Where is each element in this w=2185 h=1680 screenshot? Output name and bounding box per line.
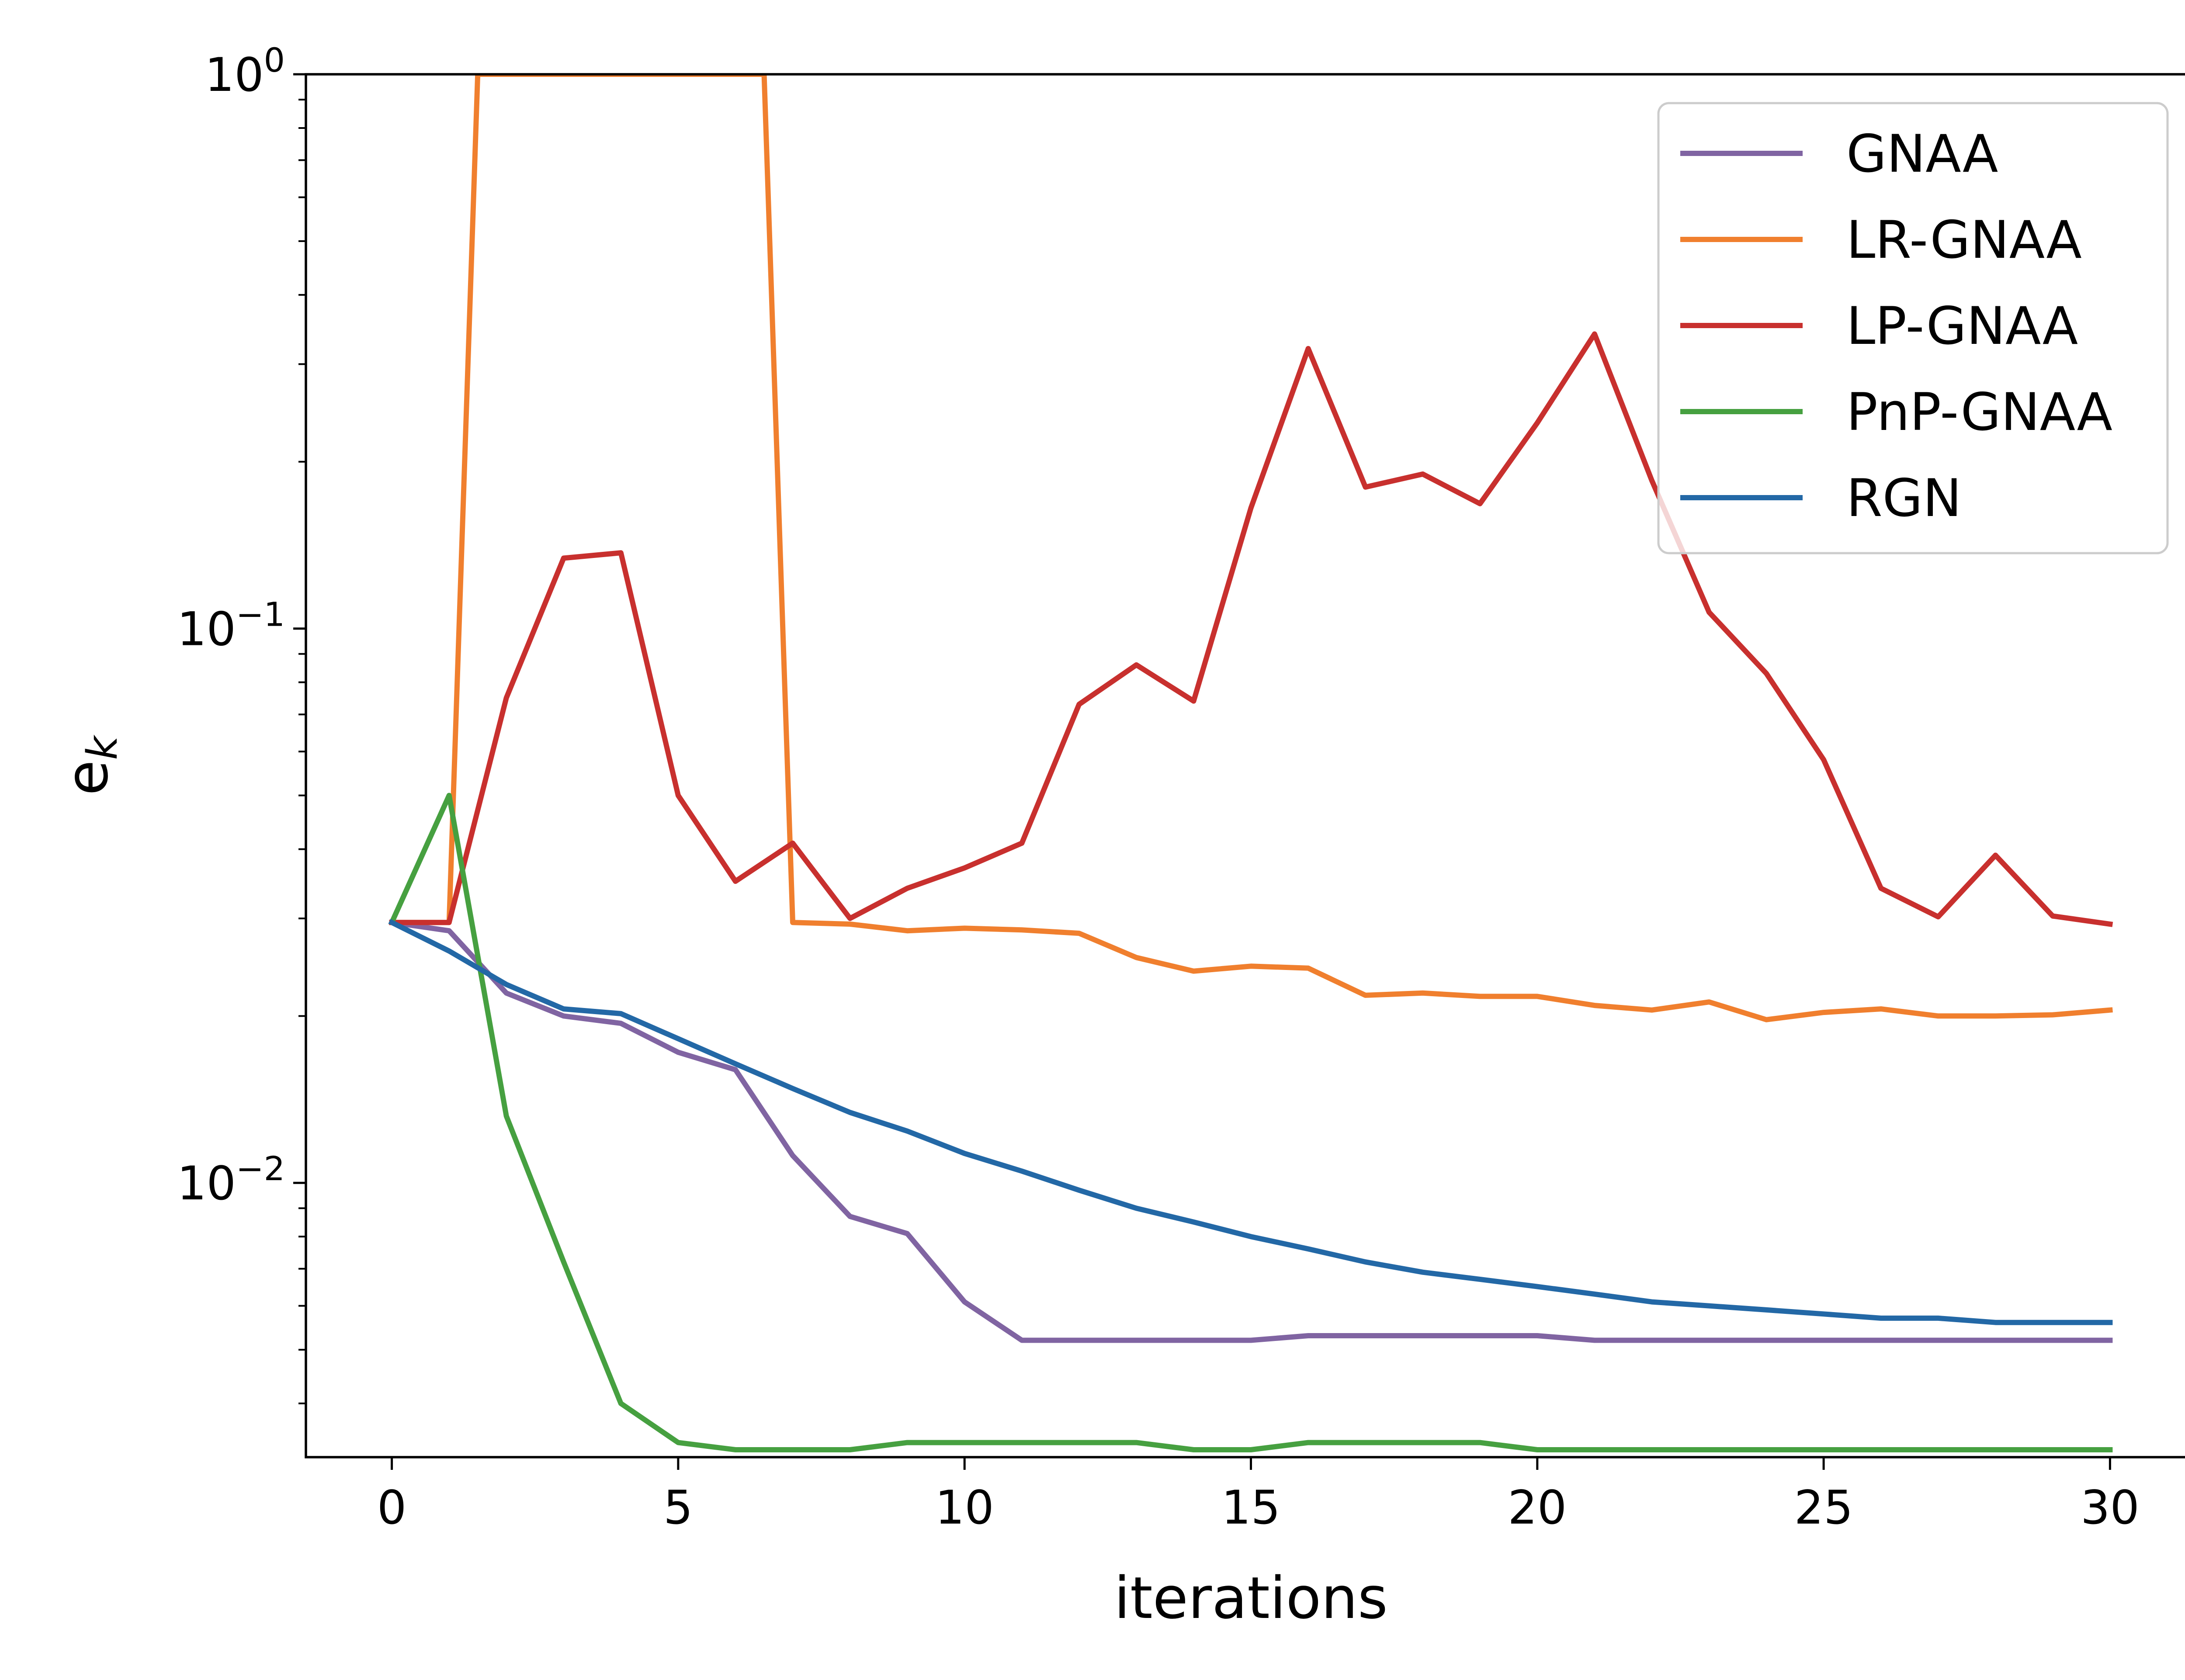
legend-label-lp-gnaa: LP-GNAA [1846, 296, 2078, 357]
series-line-pnp-gnaa [388, 793, 2113, 1452]
series-line-gnaa [388, 919, 2113, 1343]
legend-label-lr-gnaa: LR-GNAA [1846, 210, 2082, 270]
series-line-lp-gnaa [389, 331, 2113, 927]
legend: GNAA LR-GNAA LP-GNAA PnP-GNAA RGN [1657, 102, 2169, 554]
x-tick-label: 20 [1508, 1481, 1567, 1535]
y-axis-title-base: e [54, 760, 121, 795]
ticks-layer: 0 5 10 15 20 25 30 100 10−1 10−2 [177, 41, 2140, 1535]
x-tick-label: 15 [1221, 1481, 1280, 1535]
legend-label-gnaa: GNAA [1846, 124, 1998, 184]
x-axis-title: iterations [1114, 1565, 1387, 1632]
y-tick-label: 10−1 [177, 595, 285, 656]
legend-label-rgn: RGN [1846, 468, 1962, 529]
legend-label-pnp-gnaa: PnP-GNAA [1846, 382, 2112, 443]
y-tick-label: 10−2 [177, 1149, 285, 1210]
series-group [388, 74, 2113, 1452]
y-axis-title: ek [54, 734, 127, 795]
series-line-rgn [388, 919, 2113, 1325]
x-tick-label: 0 [377, 1481, 406, 1535]
x-tick-label: 30 [2081, 1481, 2140, 1535]
x-tick-label: 5 [663, 1481, 693, 1535]
series-line-lr-gnaa [389, 74, 2113, 1022]
series-layer [388, 74, 2113, 1452]
x-tick-label: 10 [935, 1481, 994, 1535]
y-tick-label: 100 [205, 41, 285, 102]
x-tick-label: 25 [1794, 1481, 1853, 1535]
legend-box [1657, 102, 2169, 554]
y-axis-title-subscript: k [79, 734, 127, 760]
